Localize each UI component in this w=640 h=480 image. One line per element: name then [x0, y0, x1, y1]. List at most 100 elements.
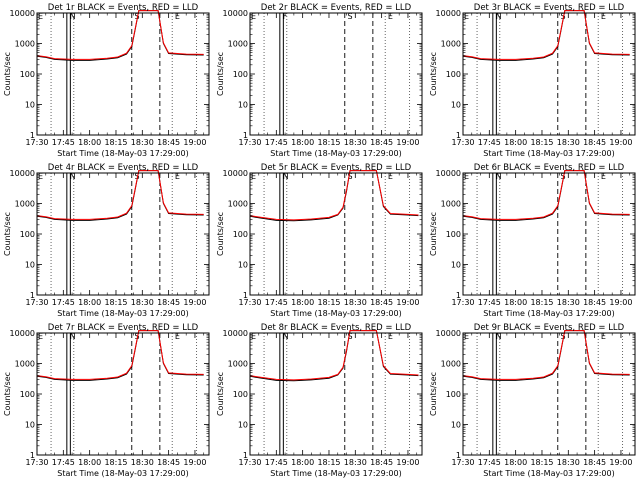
- chart-title: Det 4r BLACK = Events, RED = LLD: [48, 163, 199, 173]
- y-tick-label: 10: [238, 421, 248, 430]
- y-tick-label: 10000: [436, 329, 461, 338]
- y-tick-label: 10: [238, 261, 248, 270]
- x-tick-label: 18:30: [557, 138, 580, 147]
- x-axis-label: Start Time (18-May-03 17:29:00): [483, 309, 614, 318]
- x-tick-label: 17:45: [52, 138, 75, 147]
- y-tick-label: 10000: [436, 9, 461, 18]
- y-tick-label: 100: [233, 390, 248, 399]
- x-tick-label: 19:00: [396, 138, 419, 147]
- series-line-lld: [37, 170, 204, 220]
- y-tick-label: 10: [25, 101, 35, 110]
- plot-frame: [462, 332, 636, 456]
- region-marker-s: S: [561, 332, 566, 341]
- y-tick-label: 1: [456, 131, 461, 140]
- y-tick-label: 1000: [441, 40, 461, 49]
- detector-panel: E N S E 1 10 100 1000 10000 17:30 17:45 18:00 18:15 1…: [0, 0, 213, 160]
- chart-title: Det 5r BLACK = Events, RED = LLD: [261, 163, 412, 173]
- plot-frame: [36, 172, 210, 296]
- x-tick-label: 19:00: [609, 458, 632, 467]
- region-marker-n: N: [70, 332, 76, 341]
- y-tick-label: 10000: [223, 329, 248, 338]
- series-line-lld: [463, 10, 630, 60]
- region-marker-e: E: [601, 332, 606, 341]
- region-marker-e: E: [38, 332, 43, 341]
- x-tick-label: 18:15: [317, 298, 340, 307]
- x-tick-label: 17:30: [25, 458, 48, 467]
- x-tick-label: 19:00: [183, 138, 206, 147]
- x-tick-label: 18:45: [370, 298, 393, 307]
- y-tick-label: 1000: [228, 200, 248, 209]
- x-axis-label: Start Time (18-May-03 17:29:00): [483, 469, 614, 478]
- x-tick-label: 17:30: [451, 298, 474, 307]
- y-tick-label: 100: [446, 390, 461, 399]
- y-tick-label: 10: [238, 101, 248, 110]
- y-tick-label: 10: [25, 421, 35, 430]
- x-tick-label: 17:30: [25, 298, 48, 307]
- plot-frame: [462, 172, 636, 296]
- x-tick-label: 17:45: [265, 298, 288, 307]
- y-tick-label: 100: [233, 70, 248, 79]
- x-tick-label: 18:00: [504, 298, 527, 307]
- region-marker-n: N: [496, 172, 502, 181]
- y-axis-label: Counts/sec: [216, 212, 225, 256]
- x-axis-label: Start Time (18-May-03 17:29:00): [270, 149, 401, 158]
- region-marker-n: N: [283, 332, 289, 341]
- y-tick-label: 1000: [441, 200, 461, 209]
- y-tick-label: 10000: [436, 169, 461, 178]
- detector-panel: E N S E 1 10 100 1000 10000 17:30 17:45 18:00 18:15 1…: [426, 0, 639, 160]
- series-line-lld: [37, 10, 204, 60]
- chart-title: Det 6r BLACK = Events, RED = LLD: [474, 163, 625, 173]
- region-marker-e: E: [464, 332, 469, 341]
- region-marker-e: E: [388, 12, 393, 21]
- region-marker-e: E: [251, 172, 256, 181]
- x-tick-label: 18:00: [504, 458, 527, 467]
- region-marker-n: N: [496, 332, 502, 341]
- x-tick-label: 18:15: [530, 458, 553, 467]
- x-tick-label: 18:15: [317, 458, 340, 467]
- y-tick-label: 1000: [15, 200, 35, 209]
- x-tick-label: 18:30: [131, 298, 154, 307]
- chart-svg: E N S E 1 10 100 1000 10000 17:30 17:45 18:00 18:15 1…: [429, 3, 636, 158]
- x-axis-label: Start Time (18-May-03 17:29:00): [57, 149, 188, 158]
- x-tick-label: 18:30: [344, 138, 367, 147]
- chart-title: Det 1r BLACK = Events, RED = LLD: [48, 3, 199, 13]
- y-axis-label: Counts/sec: [3, 372, 12, 416]
- detector-panel: E N S E 1 10 100 1000 10000 17:30 17:45 18:00 18:15 1…: [426, 320, 639, 480]
- x-tick-label: 18:00: [291, 458, 314, 467]
- x-tick-label: 18:00: [291, 298, 314, 307]
- y-tick-label: 1: [243, 451, 248, 460]
- y-tick-label: 1: [456, 451, 461, 460]
- chart-title: Det 3r BLACK = Events, RED = LLD: [474, 3, 625, 13]
- x-axis-label: Start Time (18-May-03 17:29:00): [270, 469, 401, 478]
- x-tick-label: 19:00: [183, 458, 206, 467]
- region-marker-e: E: [175, 12, 180, 21]
- x-tick-label: 17:45: [478, 458, 501, 467]
- chart-svg: E N S E 1 10 100 1000 10000 17:30 17:45 18:00 18:15 1…: [429, 163, 636, 318]
- chart-svg: E N S E 1 10 100 1000 10000 17:30 17:45 18:00 18:15 1…: [3, 323, 210, 478]
- region-marker-s: S: [561, 12, 566, 21]
- region-marker-e: E: [251, 12, 256, 21]
- x-tick-label: 18:00: [78, 138, 101, 147]
- region-marker-e: E: [464, 172, 469, 181]
- region-marker-s: S: [348, 172, 353, 181]
- x-tick-label: 18:15: [104, 138, 127, 147]
- x-tick-label: 17:30: [25, 138, 48, 147]
- x-tick-label: 19:00: [183, 298, 206, 307]
- detector-panel: E N S E 1 10 100 1000 10000 17:30 17:45 18:00 18:15 1…: [213, 320, 426, 480]
- y-tick-label: 1000: [15, 40, 35, 49]
- x-tick-label: 19:00: [396, 458, 419, 467]
- y-tick-label: 10: [25, 261, 35, 270]
- region-marker-s: S: [348, 12, 353, 21]
- y-axis-label: Counts/sec: [216, 52, 225, 96]
- y-tick-label: 1: [30, 291, 35, 300]
- series-line-lld: [463, 170, 630, 220]
- x-tick-label: 17:30: [238, 298, 261, 307]
- region-marker-s: S: [135, 172, 140, 181]
- y-axis-label: Counts/sec: [3, 212, 12, 256]
- x-axis-label: Start Time (18-May-03 17:29:00): [270, 309, 401, 318]
- plot-frame: [36, 12, 210, 136]
- region-marker-s: S: [135, 12, 140, 21]
- chart-svg: E N S E 1 10 100 1000 10000 17:30 17:45 18:00 18:15 1…: [216, 163, 423, 318]
- x-tick-label: 18:45: [583, 298, 606, 307]
